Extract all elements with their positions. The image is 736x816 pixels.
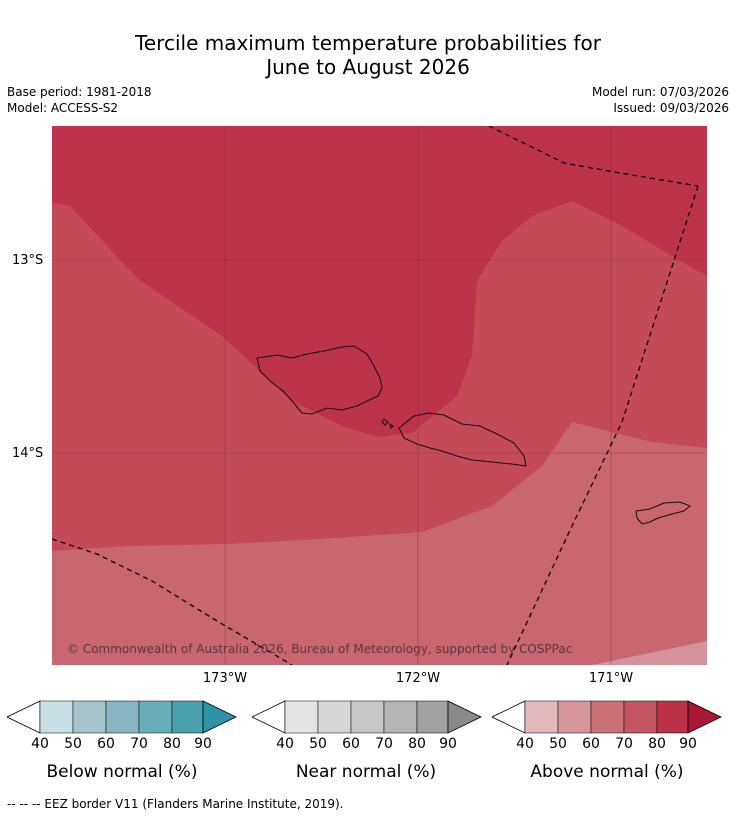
- legend-title-below-normal: Below normal (%): [46, 762, 198, 782]
- colorbar-below-segment-3: [105, 700, 140, 734]
- island-tutuila: [635, 501, 691, 525]
- colorbar-near-segment-4: [383, 700, 418, 734]
- tick-below-70: 70: [130, 736, 148, 752]
- lon-label-172w: 172°W: [395, 671, 441, 686]
- tick-below-40: 40: [31, 736, 49, 752]
- eez-border-north: [488, 126, 699, 187]
- colorbar-below-normal: [7, 700, 237, 734]
- region-above-60-70: [52, 422, 707, 665]
- tick-above-40: 40: [516, 736, 534, 752]
- tick-near-40: 40: [276, 736, 294, 752]
- lon-label-171w: 171°W: [588, 671, 634, 686]
- legend-title-above-normal: Above normal (%): [530, 762, 684, 782]
- colorbar-near-right-arrow: [447, 700, 482, 734]
- island-apolima: [389, 422, 394, 429]
- title-line-2: June to August 2026: [266, 55, 470, 79]
- colorbar-above-left-arrow: [492, 700, 526, 734]
- island-savaii: [256, 345, 383, 415]
- lat-label-13s: 13°S: [12, 253, 44, 268]
- colorbar-near-segment-3: [350, 700, 385, 734]
- colorbar-above-segment-1: [524, 700, 559, 734]
- tick-above-90: 90: [679, 736, 697, 752]
- tick-above-60: 60: [582, 736, 600, 752]
- eez-border-southwest: [52, 538, 293, 665]
- island-manono: [381, 418, 389, 426]
- legend-below-normal: 40 50 60 70 80 90: [7, 700, 237, 754]
- colorbar-near-left-arrow: [252, 700, 286, 734]
- colorbar-below-segment-1: [39, 700, 74, 734]
- colorbar-near-segment-5: [416, 700, 449, 734]
- tick-near-60: 60: [342, 736, 360, 752]
- colorbar-below-segment-2: [72, 700, 107, 734]
- title-line-1: Tercile maximum temperature probabilitie…: [135, 31, 601, 55]
- model-name: Model: ACCESS-S2: [7, 101, 119, 115]
- lon-label-173w: 173°W: [202, 671, 248, 686]
- colorbar-below-segment-4: [138, 700, 173, 734]
- model-run: Model run: 07/03/2026: [591, 85, 729, 99]
- tick-below-80: 80: [163, 736, 181, 752]
- tick-below-90: 90: [194, 736, 212, 752]
- copyright-credit: © Commonwealth of Australia 2026, Bureau…: [67, 642, 573, 656]
- island-upolu: [398, 412, 527, 467]
- eez-border: [52, 126, 699, 665]
- base-period: Base period: 1981-2018: [7, 85, 152, 99]
- colorbar-above-segment-4: [623, 700, 658, 734]
- tick-above-50: 50: [549, 736, 567, 752]
- legend-above-normal: 40 50 60 70 80 90: [492, 700, 722, 754]
- tick-above-80: 80: [648, 736, 666, 752]
- lat-label-14s: 14°S: [12, 446, 44, 461]
- tick-above-70: 70: [615, 736, 633, 752]
- colorbar-near-segment-1: [284, 700, 319, 734]
- legend-title-near-normal: Near normal (%): [295, 762, 437, 782]
- ticks-below-normal: 40 50 60 70 80 90: [7, 736, 237, 754]
- tick-below-60: 60: [97, 736, 115, 752]
- colorbar-near-segment-2: [317, 700, 352, 734]
- colorbar-above-segment-5: [656, 700, 689, 734]
- meta-left: Base period: 1981-2018 Model: ACCESS-S2: [7, 84, 152, 116]
- probability-map: [52, 126, 707, 665]
- issued-date: Issued: 09/03/2026: [613, 101, 729, 115]
- map-title: Tercile maximum temperature probabilitie…: [0, 31, 736, 79]
- region-above-50-60: [592, 641, 707, 665]
- colorbar-above-segment-2: [557, 700, 592, 734]
- graticule: [52, 126, 707, 665]
- ticks-near-normal: 40 50 60 70 80 90: [252, 736, 482, 754]
- colorbar-above-segment-3: [590, 700, 625, 734]
- tick-near-90: 90: [439, 736, 457, 752]
- tick-near-50: 50: [309, 736, 327, 752]
- tick-below-50: 50: [64, 736, 82, 752]
- colorbar-below-left-arrow: [7, 700, 41, 734]
- colorbar-above-right-arrow: [687, 700, 722, 734]
- ticks-above-normal: 40 50 60 70 80 90: [492, 736, 722, 754]
- colorbar-near-normal: [252, 700, 482, 734]
- meta-right: Model run: 07/03/2026 Issued: 09/03/2026: [592, 84, 729, 116]
- colorbar-below-right-arrow: [202, 700, 237, 734]
- legend-near-normal: 40 50 60 70 80 90: [252, 700, 482, 754]
- tick-near-70: 70: [375, 736, 393, 752]
- colorbar-above-normal: [492, 700, 722, 734]
- coastlines: [256, 345, 691, 525]
- colorbar-below-segment-5: [171, 700, 204, 734]
- eez-footnote: -- -- -- EEZ border V11 (Flanders Marine…: [7, 797, 344, 811]
- tick-near-80: 80: [408, 736, 426, 752]
